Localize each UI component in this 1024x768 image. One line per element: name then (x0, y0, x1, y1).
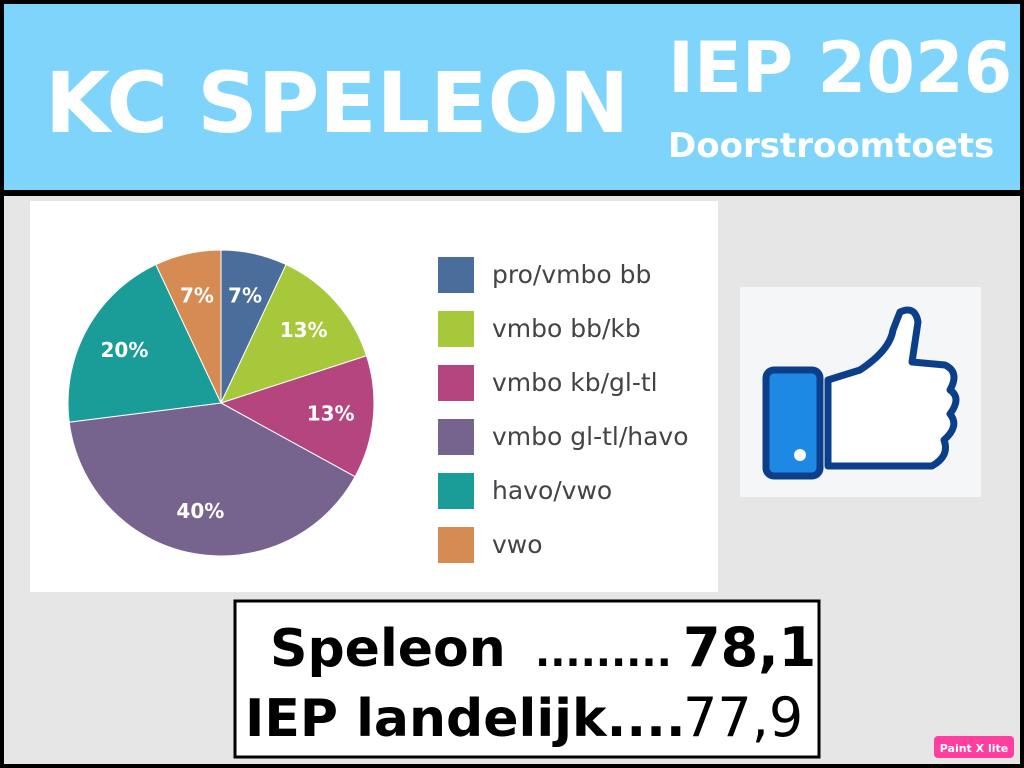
score-box (233, 599, 821, 759)
legend-label: vwo (492, 530, 543, 559)
legend-label: pro/vmbo bb (492, 260, 651, 289)
score-dots: ......... (535, 630, 672, 676)
watermark-bg (934, 736, 1014, 758)
slice-label: 13% (307, 401, 355, 425)
icon-dot (794, 449, 806, 461)
slice-label: 13% (280, 318, 328, 342)
header-bg (4, 4, 1020, 190)
legend-label: havo/vwo (492, 476, 612, 505)
pie-slice (155, 249, 222, 404)
pie-slice (219, 355, 375, 478)
legend-swatch (438, 473, 474, 509)
legend-label: vmbo kb/gl-tl (492, 368, 658, 397)
score-label: Speleon (270, 619, 506, 679)
score-value: 77,9 (683, 686, 803, 749)
legend-swatch (438, 527, 474, 563)
legend-swatch (438, 257, 474, 293)
slice-label: 7% (228, 283, 262, 307)
title: KC SPELEON (45, 54, 629, 152)
score-value: 78,1 (683, 616, 816, 679)
legend-swatch (438, 311, 474, 347)
slice-label: 20% (101, 338, 149, 362)
exam: IEP 2026 (668, 27, 1012, 109)
pie-slice (68, 402, 356, 557)
legend-swatch (438, 419, 474, 455)
legend-label: vmbo gl-tl/havo (492, 422, 689, 451)
slice-label: 7% (180, 283, 214, 307)
slice-label: 40% (176, 499, 224, 523)
subtitle: Doorstroomtoets (668, 126, 994, 166)
pie-slice (220, 263, 368, 404)
icon-cuff (762, 366, 824, 480)
score-label: IEP landelijk.... (245, 689, 686, 749)
pie-chart: 7% 13% 13% 40% 20% 7% pro/vmbo bb vmbo bb/kb vmb… (67, 249, 689, 563)
icon-hand (824, 306, 960, 470)
pie-slice (67, 263, 222, 423)
legend-swatch (438, 365, 474, 401)
thumbs-up-icon (740, 287, 981, 497)
legend-label: vmbo bb/kb (492, 314, 641, 343)
watermark: Paint X lite (940, 742, 1008, 755)
